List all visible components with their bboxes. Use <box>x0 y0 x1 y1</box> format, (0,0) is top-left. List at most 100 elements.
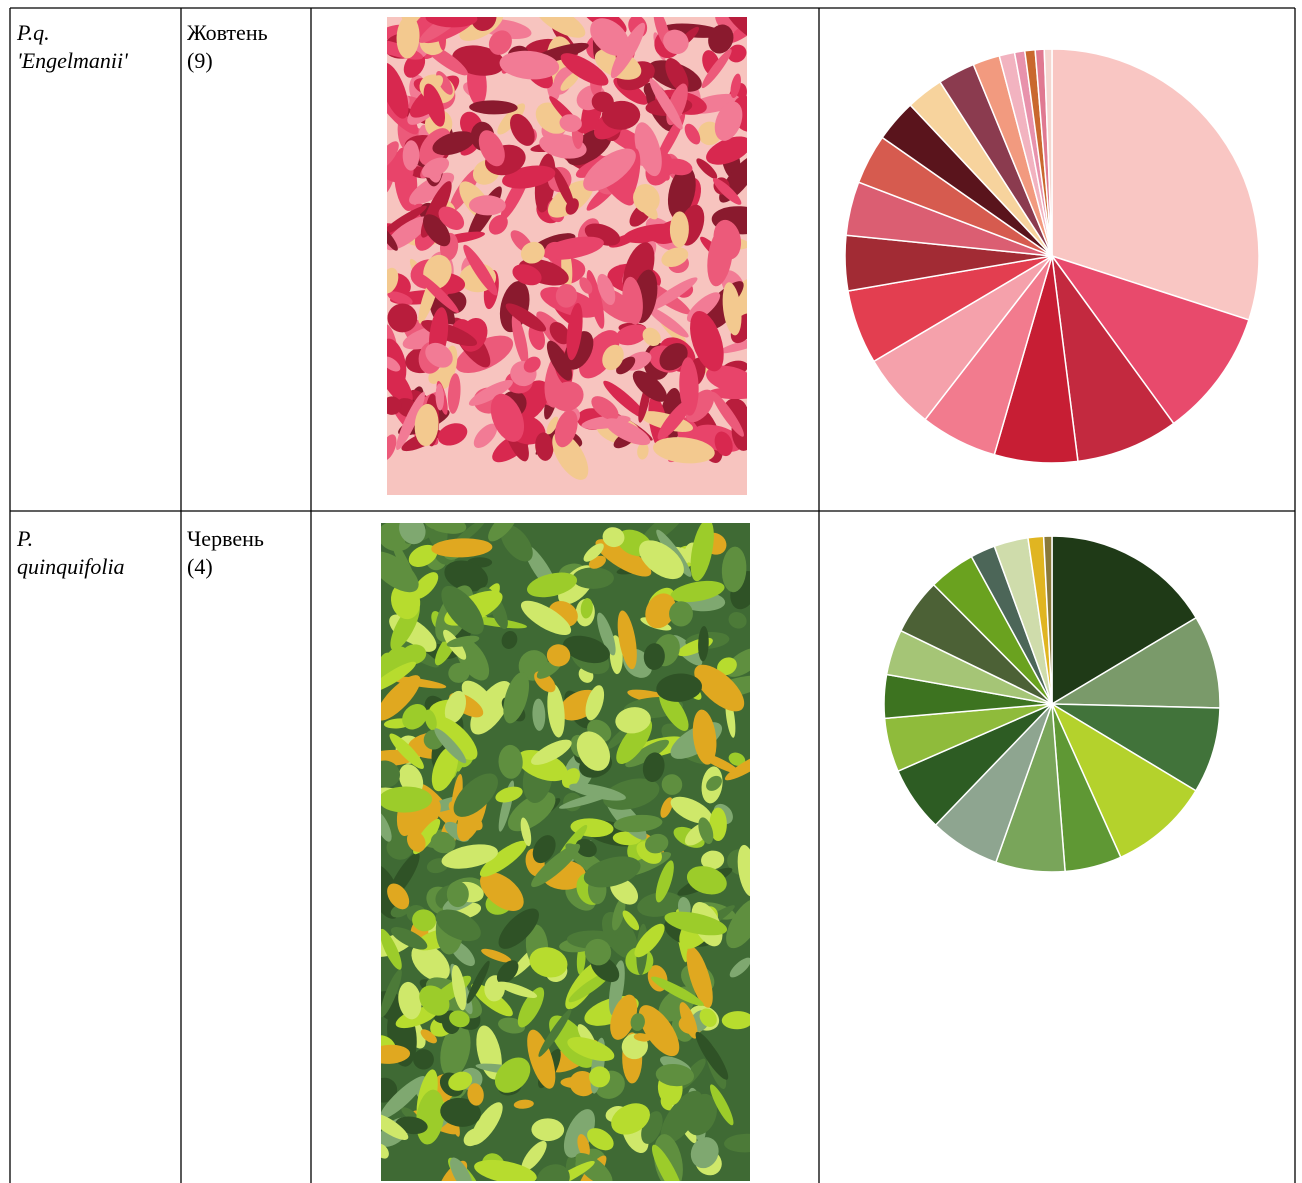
month: Червень <box>187 526 264 551</box>
leaf <box>660 797 673 818</box>
leaf <box>656 673 703 702</box>
leaf <box>669 601 693 627</box>
leaf <box>633 191 658 220</box>
leaf <box>408 544 438 567</box>
leaf <box>446 635 480 648</box>
leaf <box>381 1044 411 1064</box>
leaf <box>512 264 542 286</box>
leaf <box>575 1152 613 1181</box>
leaf <box>566 302 583 361</box>
leaf <box>505 303 547 332</box>
leaf <box>602 344 624 371</box>
leaf <box>684 123 701 145</box>
leaf <box>639 540 684 580</box>
leaf <box>413 1049 434 1070</box>
leaf <box>478 130 505 167</box>
leaf <box>655 1063 695 1087</box>
leaf <box>670 796 713 824</box>
leaf <box>446 881 469 908</box>
leaf <box>721 546 747 593</box>
leaf <box>542 236 604 260</box>
leaf <box>583 543 604 562</box>
leaf <box>643 643 665 670</box>
leaf <box>401 644 427 665</box>
leaf <box>435 909 481 942</box>
leaf <box>471 17 497 31</box>
leaf <box>685 1093 717 1136</box>
leaf <box>430 831 456 854</box>
leaf <box>583 856 641 888</box>
leaf <box>422 214 451 247</box>
leaf <box>686 866 727 895</box>
leaf <box>431 746 459 792</box>
leaf <box>587 1128 614 1151</box>
leaf <box>412 572 439 599</box>
leaf <box>488 30 512 55</box>
leaf <box>667 166 696 219</box>
leaf <box>434 728 467 764</box>
leaf <box>387 205 427 235</box>
leaf <box>642 327 661 347</box>
species: P. <box>16 526 33 551</box>
leaf <box>655 860 674 903</box>
leaf <box>563 1109 596 1158</box>
leaf <box>737 844 750 897</box>
pie-slice <box>1050 702 1197 859</box>
species: P.q. <box>16 20 50 45</box>
leaf <box>616 356 636 375</box>
leaf <box>603 380 647 419</box>
leaf <box>444 560 489 592</box>
leaf <box>567 1037 615 1062</box>
leaf <box>381 661 417 693</box>
leaf <box>381 786 433 813</box>
leaf <box>381 1113 409 1140</box>
leaf <box>565 198 579 215</box>
leaf <box>387 62 409 119</box>
leaf <box>622 910 640 931</box>
leaf <box>381 928 402 970</box>
leaf <box>560 53 609 86</box>
leaf <box>399 523 426 545</box>
leaf <box>448 1071 473 1091</box>
leaf <box>463 1128 484 1147</box>
leaf <box>466 960 490 1004</box>
leaf <box>440 1023 471 1078</box>
leaf <box>575 838 597 858</box>
leaf <box>608 960 625 1016</box>
leaf <box>708 24 734 54</box>
leaf <box>381 969 402 1018</box>
leaf <box>625 739 669 768</box>
leaf <box>402 140 420 171</box>
leaf <box>531 1118 565 1142</box>
leaf <box>651 976 704 1006</box>
leaf <box>611 1103 650 1135</box>
leaf <box>440 1097 482 1127</box>
leaf <box>538 1008 572 1057</box>
leaf <box>531 739 572 765</box>
leaf <box>568 971 612 1003</box>
leaf <box>381 811 392 842</box>
pie-slice <box>1051 255 1175 463</box>
pie-slice <box>1051 48 1260 321</box>
leaf <box>663 29 689 55</box>
leaf <box>610 994 638 1040</box>
leaf <box>386 836 413 860</box>
leaf <box>496 960 519 984</box>
leaf <box>387 291 413 305</box>
leaf <box>390 927 428 950</box>
leaf <box>589 1066 611 1088</box>
leaf <box>536 1164 570 1181</box>
leaf <box>699 1008 717 1027</box>
leaf <box>467 1083 484 1106</box>
leaf <box>546 340 573 381</box>
leaf <box>603 778 660 810</box>
leaf <box>554 410 578 448</box>
leaf <box>645 593 676 629</box>
leaf <box>610 22 646 79</box>
leaf <box>722 282 742 336</box>
leaf <box>450 1157 473 1181</box>
leaf <box>569 783 626 801</box>
leaf <box>396 17 420 59</box>
leaf <box>657 398 692 440</box>
leaf <box>421 157 450 178</box>
